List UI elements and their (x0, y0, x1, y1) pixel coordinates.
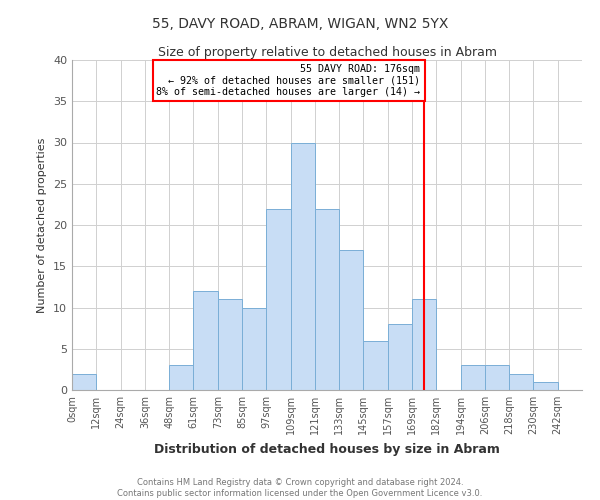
Bar (485, 365, 509, 390)
Bar (72, 374, 96, 390)
Bar (533, 382, 558, 390)
X-axis label: Distribution of detached houses by size in Abram: Distribution of detached houses by size … (154, 442, 500, 456)
Bar (193, 291, 218, 390)
Bar (339, 250, 364, 390)
Bar (242, 308, 266, 390)
Text: 55, DAVY ROAD, ABRAM, WIGAN, WN2 5YX: 55, DAVY ROAD, ABRAM, WIGAN, WN2 5YX (152, 18, 448, 32)
Text: Contains HM Land Registry data © Crown copyright and database right 2024.
Contai: Contains HM Land Registry data © Crown c… (118, 478, 482, 498)
Bar (461, 365, 485, 390)
Text: 55 DAVY ROAD: 176sqm
← 92% of detached houses are smaller (151)
8% of semi-detac: 55 DAVY ROAD: 176sqm ← 92% of detached h… (157, 64, 421, 98)
Y-axis label: Number of detached properties: Number of detached properties (37, 138, 47, 312)
Bar (412, 299, 436, 390)
Bar (364, 340, 388, 390)
Bar (218, 299, 242, 390)
Bar (290, 142, 315, 390)
Title: Size of property relative to detached houses in Abram: Size of property relative to detached ho… (157, 46, 497, 59)
Bar (315, 208, 339, 390)
Bar (388, 324, 412, 390)
Bar (509, 374, 533, 390)
Bar (266, 208, 290, 390)
Bar (169, 365, 193, 390)
